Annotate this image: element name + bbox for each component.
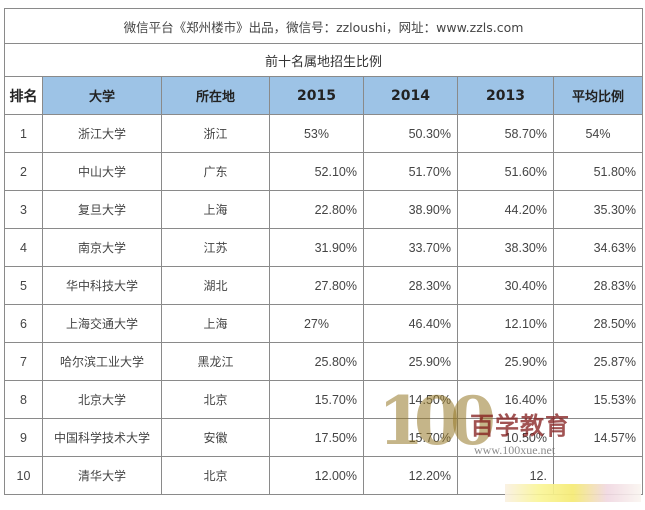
cell-average: 34.63%: [553, 228, 643, 267]
cell-y2013: 51.60%: [457, 152, 554, 191]
cell-location: 上海: [161, 190, 270, 229]
admission-ratio-table: 微信平台《郑州楼市》出品，微信号：zzloushi，网址：www.zzls.co…: [4, 8, 643, 495]
cell-y2013: 12.10%: [457, 304, 554, 343]
cell-location: 北京: [161, 456, 270, 495]
cell-y2014: 33.70%: [363, 228, 458, 267]
cell-university: 浙江大学: [42, 114, 162, 153]
cell-y2014: 14.50%: [363, 380, 458, 419]
table-row: 9 中国科学技术大学 安徽 17.50% 15.70% 10.50% 14.57%: [4, 418, 643, 457]
cell-location: 广东: [161, 152, 270, 191]
cell-university: 清华大学: [42, 456, 162, 495]
cell-location: 上海: [161, 304, 270, 343]
cell-location: 黑龙江: [161, 342, 270, 381]
cell-rank: 1: [4, 114, 43, 153]
cell-rank: 8: [4, 380, 43, 419]
cell-university: 复旦大学: [42, 190, 162, 229]
cell-y2013: 58.70%: [457, 114, 554, 153]
cell-y2014: 28.30%: [363, 266, 458, 305]
cell-y2015: 52.10%: [269, 152, 364, 191]
table-row: 2 中山大学 广东 52.10% 51.70% 51.60% 51.80%: [4, 152, 643, 191]
header-university: 大学: [42, 76, 162, 115]
table-row: 10 清华大学 北京 12.00% 12.20% 12.: [4, 456, 643, 495]
cell-average: 28.50%: [553, 304, 643, 343]
cell-y2014: 38.90%: [363, 190, 458, 229]
cell-y2014: 25.90%: [363, 342, 458, 381]
cell-average: 54%: [553, 114, 643, 153]
cell-y2013: 30.40%: [457, 266, 554, 305]
table-row: 5 华中科技大学 湖北 27.80% 28.30% 30.40% 28.83%: [4, 266, 643, 305]
header-row: 排名 大学 所在地 2015 2014 2013 平均比例: [4, 76, 643, 115]
table-row: 6 上海交通大学 上海 27% 46.40% 12.10% 28.50%: [4, 304, 643, 343]
cell-university: 哈尔滨工业大学: [42, 342, 162, 381]
cell-y2014: 51.70%: [363, 152, 458, 191]
cell-average: 28.83%: [553, 266, 643, 305]
table-row: 8 北京大学 北京 15.70% 14.50% 16.40% 15.53%: [4, 380, 643, 419]
cell-rank: 4: [4, 228, 43, 267]
cell-university: 中山大学: [42, 152, 162, 191]
table-row: 1 浙江大学 浙江 53% 50.30% 58.70% 54%: [4, 114, 643, 153]
table-row: 4 南京大学 江苏 31.90% 33.70% 38.30% 34.63%: [4, 228, 643, 267]
cell-y2015: 27%: [269, 304, 364, 343]
cell-rank: 2: [4, 152, 43, 191]
header-2015: 2015: [269, 76, 364, 115]
cell-location: 安徽: [161, 418, 270, 457]
cell-y2013: 44.20%: [457, 190, 554, 229]
cell-average: 15.53%: [553, 380, 643, 419]
cell-rank: 5: [4, 266, 43, 305]
cell-average: [553, 456, 643, 495]
cell-y2013: 12.: [457, 456, 554, 495]
cell-location: 浙江: [161, 114, 270, 153]
cell-average: 14.57%: [553, 418, 643, 457]
table-row: 3 复旦大学 上海 22.80% 38.90% 44.20% 35.30%: [4, 190, 643, 229]
cell-university: 中国科学技术大学: [42, 418, 162, 457]
cell-y2015: 17.50%: [269, 418, 364, 457]
cell-rank: 3: [4, 190, 43, 229]
table-title: 前十名属地招生比例: [4, 43, 643, 77]
cell-location: 北京: [161, 380, 270, 419]
cell-rank: 10: [4, 456, 43, 495]
cell-rank: 6: [4, 304, 43, 343]
header-2014: 2014: [363, 76, 458, 115]
cell-y2014: 12.20%: [363, 456, 458, 495]
header-location: 所在地: [161, 76, 270, 115]
title-row: 前十名属地招生比例: [4, 43, 643, 77]
cell-rank: 7: [4, 342, 43, 381]
cell-university: 华中科技大学: [42, 266, 162, 305]
cell-y2015: 27.80%: [269, 266, 364, 305]
cell-y2015: 31.90%: [269, 228, 364, 267]
cell-y2014: 50.30%: [363, 114, 458, 153]
cell-university: 南京大学: [42, 228, 162, 267]
cell-y2013: 16.40%: [457, 380, 554, 419]
cell-y2015: 25.80%: [269, 342, 364, 381]
header-rank: 排名: [4, 76, 43, 115]
table-body: 1 浙江大学 浙江 53% 50.30% 58.70% 54% 2 中山大学 广东 52.10% 51…: [4, 114, 643, 495]
cell-y2013: 25.90%: [457, 342, 554, 381]
cell-y2014: 46.40%: [363, 304, 458, 343]
header-2013: 2013: [457, 76, 554, 115]
cell-y2015: 53%: [269, 114, 364, 153]
cell-average: 25.87%: [553, 342, 643, 381]
source-line: 微信平台《郑州楼市》出品，微信号：zzloushi，网址：www.zzls.co…: [4, 8, 643, 44]
cell-location: 江苏: [161, 228, 270, 267]
cell-university: 上海交通大学: [42, 304, 162, 343]
header-average: 平均比例: [553, 76, 643, 115]
cell-y2014: 15.70%: [363, 418, 458, 457]
cell-y2015: 22.80%: [269, 190, 364, 229]
cell-location: 湖北: [161, 266, 270, 305]
cell-rank: 9: [4, 418, 43, 457]
cell-average: 35.30%: [553, 190, 643, 229]
source-row: 微信平台《郑州楼市》出品，微信号：zzloushi，网址：www.zzls.co…: [4, 8, 643, 44]
cell-university: 北京大学: [42, 380, 162, 419]
cell-y2015: 15.70%: [269, 380, 364, 419]
cell-y2013: 10.50%: [457, 418, 554, 457]
cell-y2015: 12.00%: [269, 456, 364, 495]
cell-average: 51.80%: [553, 152, 643, 191]
cell-y2013: 38.30%: [457, 228, 554, 267]
table-row: 7 哈尔滨工业大学 黑龙江 25.80% 25.90% 25.90% 25.87%: [4, 342, 643, 381]
